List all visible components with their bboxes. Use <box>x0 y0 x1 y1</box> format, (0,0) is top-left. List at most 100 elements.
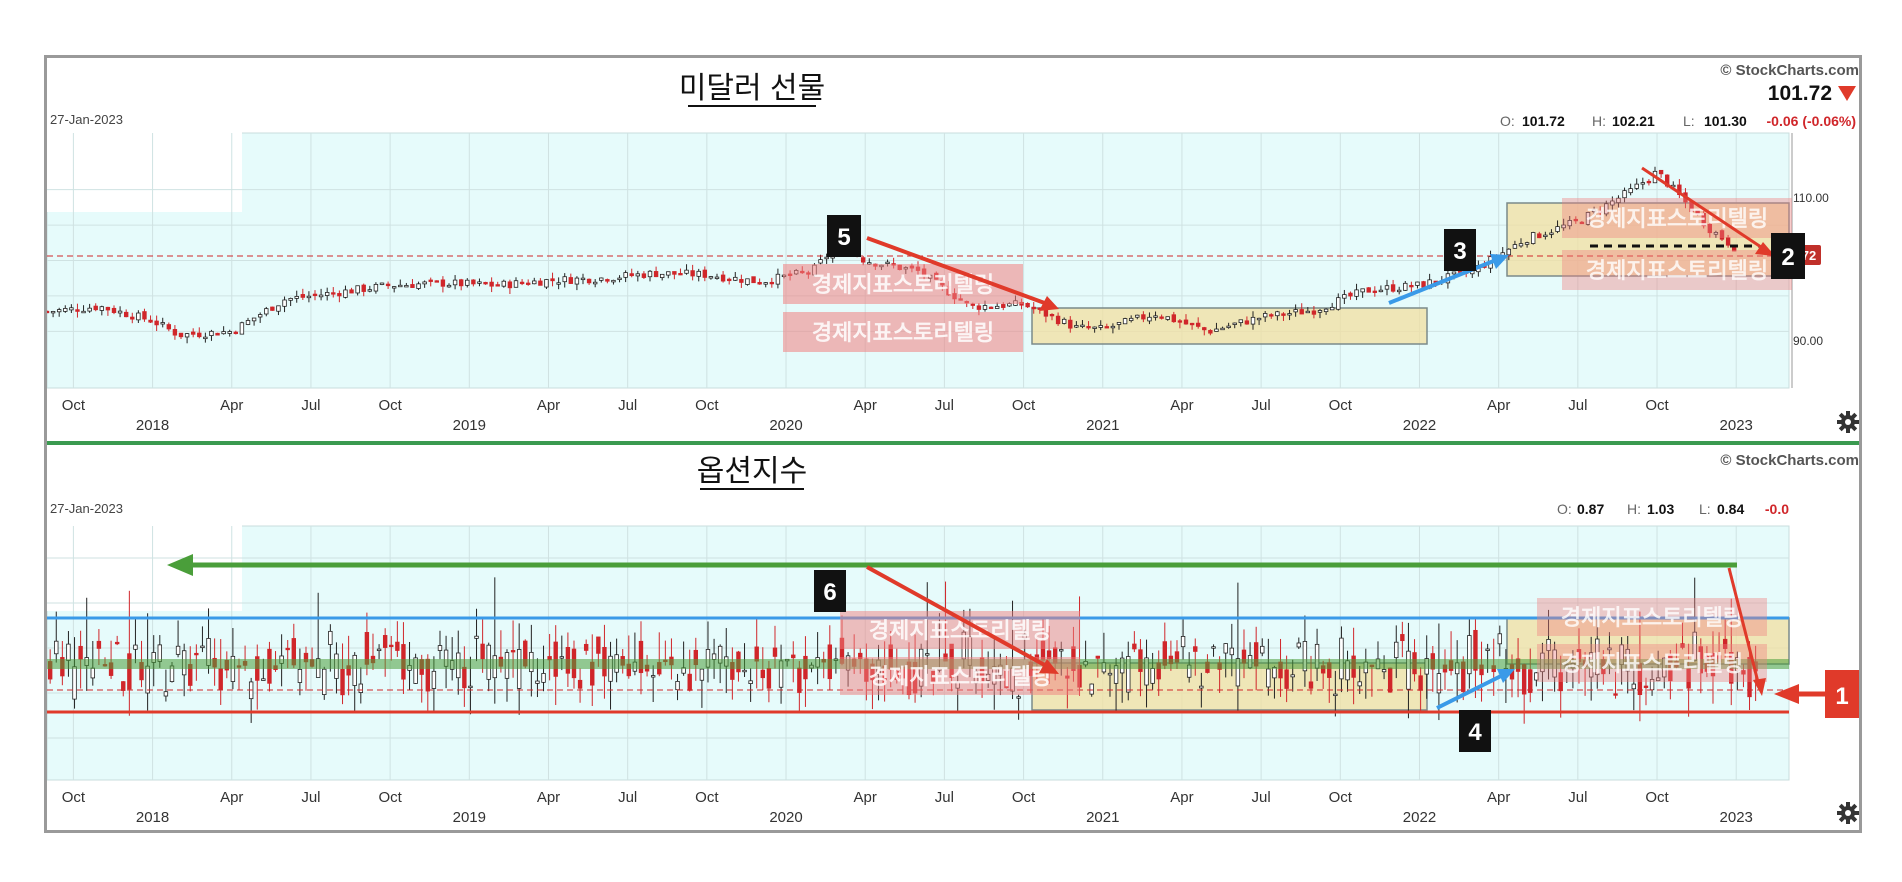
price-candle <box>635 273 641 277</box>
mark-6-bg <box>814 570 846 612</box>
price-candle <box>1713 231 1719 235</box>
price-candle <box>611 279 616 283</box>
blue-arrow-4 <box>1436 671 1508 710</box>
price-candle <box>1329 306 1335 311</box>
price-candle <box>1001 304 1006 308</box>
price-date: 27-Jan-2023 <box>50 112 123 127</box>
last-price: 101.72 <box>1768 82 1832 105</box>
y-tick-110: 110.00 <box>1793 191 1829 205</box>
price-candle <box>1622 190 1627 199</box>
price-candle <box>1591 209 1597 213</box>
options-candle <box>1722 638 1728 649</box>
watermark-text-6: 경제지표스토리텔링 <box>869 664 1051 689</box>
options-candle <box>675 681 680 691</box>
arrowhead-1-down <box>1753 678 1766 696</box>
mark-1-label: 1 <box>1835 683 1848 710</box>
watermark-bg-3 <box>1562 198 1792 238</box>
x-year-label: 2022 <box>1403 417 1436 434</box>
options-candle <box>754 646 759 662</box>
options-candle <box>157 644 163 662</box>
price-candle <box>172 329 178 336</box>
x-month-label: Oct <box>378 397 402 414</box>
x-year-label: 2022 <box>1403 809 1436 826</box>
price-candle <box>154 320 159 326</box>
price-candle <box>385 283 391 287</box>
x-month-label: Apr <box>854 789 877 806</box>
x-year-label: 2023 <box>1720 417 1753 434</box>
price-candle <box>1122 318 1128 325</box>
price-candle <box>1640 182 1646 185</box>
price-candle <box>81 310 86 314</box>
mark-1-bg <box>1825 670 1859 718</box>
price-candle <box>1701 212 1706 227</box>
options-candle <box>711 653 717 660</box>
price-candle <box>477 281 482 284</box>
x-year-label: 2023 <box>1720 809 1753 826</box>
price-candle <box>544 279 549 288</box>
options-candle <box>1059 649 1064 652</box>
price-candle <box>769 281 775 285</box>
price-candle <box>1725 237 1731 246</box>
price-candle <box>483 281 488 285</box>
price-candle <box>355 285 360 294</box>
price-candle <box>1567 220 1572 227</box>
ohlc-change: -0.06 (-0.06%) <box>1767 113 1856 129</box>
price-candle <box>1366 287 1371 293</box>
options-candle <box>1223 643 1228 654</box>
price-candle <box>324 292 330 296</box>
options-candle <box>462 666 467 689</box>
price-candle <box>641 273 647 278</box>
options-high-value: 1.03 <box>1647 501 1674 517</box>
price-candle <box>1049 313 1055 317</box>
price-candle <box>197 332 202 338</box>
red-arrow-1-down <box>1727 567 1761 687</box>
blue-arrow-3 <box>1388 256 1502 305</box>
ohlc-low-value: 101.30 <box>1704 113 1747 129</box>
gear-icon[interactable] <box>1837 411 1859 433</box>
watermark-text-7: 경제지표스토리텔링 <box>1561 605 1743 630</box>
price-candle <box>1597 210 1603 214</box>
price-candle <box>367 289 373 292</box>
price-candle <box>276 305 281 312</box>
options-candle <box>218 668 223 691</box>
price-candle <box>465 279 470 286</box>
price-candle <box>976 305 982 310</box>
options-candle <box>1497 633 1503 645</box>
options-candle <box>699 668 705 681</box>
price-candle <box>1232 322 1237 325</box>
options-candle <box>1485 648 1490 651</box>
gear-icon[interactable] <box>1837 802 1859 824</box>
x-month-label: Oct <box>1329 789 1353 806</box>
price-candle <box>726 278 732 282</box>
price-candle <box>574 277 580 285</box>
x-month-label: Oct <box>1012 789 1036 806</box>
price-candle <box>148 319 153 323</box>
price-candle <box>270 306 275 311</box>
x-month-label: Oct <box>695 397 719 414</box>
price-candle <box>586 278 592 284</box>
options-candle <box>376 648 382 652</box>
price-candle <box>513 280 519 288</box>
price-candle <box>1348 292 1353 297</box>
price-candle <box>1128 317 1134 322</box>
price-range-boxes <box>1031 202 1790 345</box>
options-candle <box>145 665 150 694</box>
options-candle <box>78 645 83 660</box>
price-candle <box>1372 290 1378 293</box>
watermark-text-4: 경제지표스토리텔링 <box>1586 258 1768 283</box>
price-candle <box>495 284 500 287</box>
price-candle <box>532 280 537 285</box>
options-candle <box>1680 643 1685 648</box>
price-candle <box>1287 313 1292 316</box>
price-candle <box>605 279 610 282</box>
price-candle <box>860 257 866 263</box>
x-year-label: 2020 <box>769 417 802 434</box>
price-candle <box>1299 309 1304 315</box>
x-month-label: Oct <box>1012 397 1036 414</box>
price-candle <box>507 281 513 289</box>
options-candle <box>163 691 169 697</box>
options-candle <box>1546 639 1551 651</box>
options-candle <box>1126 656 1131 693</box>
price-candle <box>1719 230 1725 240</box>
watermark-text-8: 경제지표스토리텔링 <box>1561 651 1743 676</box>
